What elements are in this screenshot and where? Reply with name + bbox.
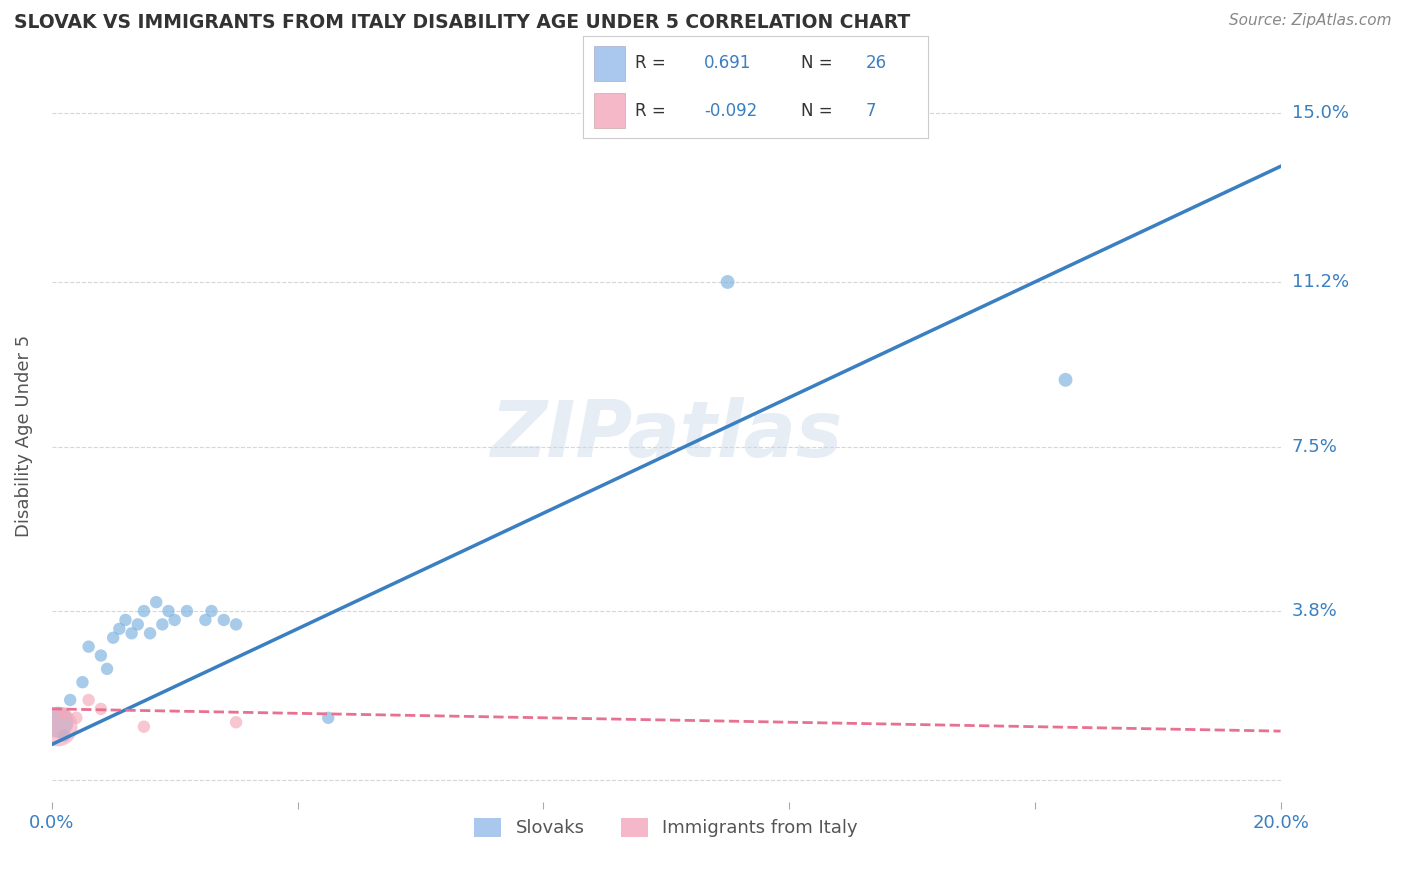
Text: ZIPatlas: ZIPatlas bbox=[491, 398, 842, 474]
Point bbox=[150, 617, 173, 632]
Point bbox=[225, 715, 247, 730]
Text: 26: 26 bbox=[866, 54, 887, 72]
Point bbox=[46, 720, 69, 734]
Point bbox=[132, 604, 155, 618]
Point bbox=[225, 617, 247, 632]
Point bbox=[53, 729, 76, 743]
Text: -0.092: -0.092 bbox=[704, 102, 758, 120]
Point bbox=[139, 626, 162, 640]
Point bbox=[77, 640, 100, 654]
Text: 7: 7 bbox=[866, 102, 876, 120]
Point bbox=[212, 613, 235, 627]
Text: SLOVAK VS IMMIGRANTS FROM ITALY DISABILITY AGE UNDER 5 CORRELATION CHART: SLOVAK VS IMMIGRANTS FROM ITALY DISABILI… bbox=[14, 13, 910, 32]
Point bbox=[163, 613, 186, 627]
Point bbox=[132, 720, 155, 734]
Point bbox=[72, 675, 94, 690]
Text: 15.0%: 15.0% bbox=[1292, 104, 1348, 122]
Text: 3.8%: 3.8% bbox=[1292, 602, 1337, 620]
Point bbox=[121, 626, 143, 640]
Text: 0.691: 0.691 bbox=[704, 54, 751, 72]
Text: R =: R = bbox=[636, 102, 666, 120]
Point bbox=[108, 622, 131, 636]
Point bbox=[90, 702, 112, 716]
Point bbox=[65, 711, 87, 725]
Point bbox=[127, 617, 149, 632]
Point bbox=[90, 648, 112, 663]
Point bbox=[53, 706, 76, 721]
Point bbox=[46, 715, 69, 730]
Point bbox=[176, 604, 198, 618]
Legend: Slovaks, Immigrants from Italy: Slovaks, Immigrants from Italy bbox=[467, 811, 865, 845]
Point bbox=[157, 604, 180, 618]
FancyBboxPatch shape bbox=[593, 46, 624, 81]
Text: 7.5%: 7.5% bbox=[1292, 437, 1337, 456]
Point bbox=[316, 711, 339, 725]
Text: N =: N = bbox=[800, 54, 832, 72]
Point bbox=[77, 693, 100, 707]
Point bbox=[194, 613, 217, 627]
Point bbox=[1054, 373, 1077, 387]
Text: Source: ZipAtlas.com: Source: ZipAtlas.com bbox=[1229, 13, 1392, 29]
Point bbox=[200, 604, 222, 618]
Point bbox=[103, 631, 125, 645]
Point bbox=[717, 275, 740, 289]
Point bbox=[96, 662, 118, 676]
Y-axis label: Disability Age Under 5: Disability Age Under 5 bbox=[15, 334, 32, 536]
Text: N =: N = bbox=[800, 102, 832, 120]
Text: 11.2%: 11.2% bbox=[1292, 273, 1348, 291]
Text: R =: R = bbox=[636, 54, 666, 72]
Point bbox=[145, 595, 167, 609]
Point bbox=[59, 693, 82, 707]
Point bbox=[114, 613, 136, 627]
FancyBboxPatch shape bbox=[593, 93, 624, 128]
